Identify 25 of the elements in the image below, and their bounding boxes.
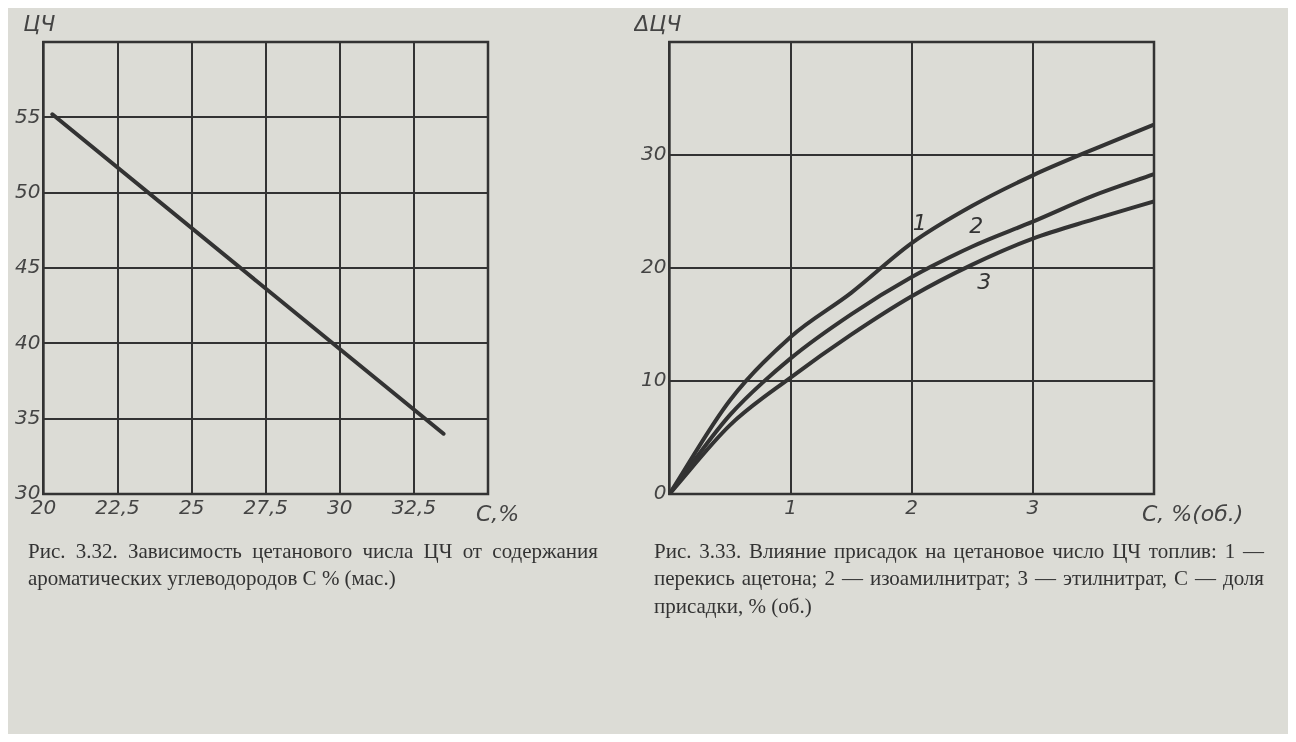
y-tick-label: 40 [15, 329, 41, 354]
series-label: 3 [977, 269, 992, 295]
x-tick-label: 3 [1026, 495, 1040, 520]
x-tick-label: 30 [327, 495, 353, 520]
x-axis-title: С, %(об.) [1142, 500, 1244, 526]
y-axis-title: ЦЧ [23, 10, 56, 36]
text: Рис. 3.32. Зависимость цетанового числа ЦЧ от содержания ароматических углеводородов С % (мас.) [27, 538, 599, 593]
x-tick-label: 1 [784, 495, 797, 520]
x-tick-label: 25 [178, 495, 205, 520]
x-tick-label: 32,5 [391, 495, 437, 520]
y-tick-label: 30 [641, 141, 667, 166]
x-tick-label: 27,5 [243, 495, 288, 520]
y-tick-label: 50 [15, 178, 41, 203]
y-tick-label: 10 [641, 367, 667, 392]
text: Рис. 3.33. Влияние присадок на цетановое число ЦЧ топлив: 1 — перекись ацетона; 2 — изоамилнитрат; 3 — этилнитрат, С — доля присадки, % (об.) [653, 538, 1265, 620]
y-tick-label: 35 [15, 404, 41, 429]
x-axis-title: С,% [476, 500, 520, 526]
series-label: 2 [969, 213, 984, 239]
series-label: 1 [912, 209, 927, 235]
y-tick-label: 0 [653, 480, 667, 505]
y-tick-label: 20 [641, 254, 667, 279]
y-tick-label: 45 [15, 254, 41, 279]
x-tick-label: 22,5 [95, 495, 140, 520]
y-tick-label: 55 [15, 103, 41, 128]
x-tick-label: 2 [905, 495, 919, 520]
